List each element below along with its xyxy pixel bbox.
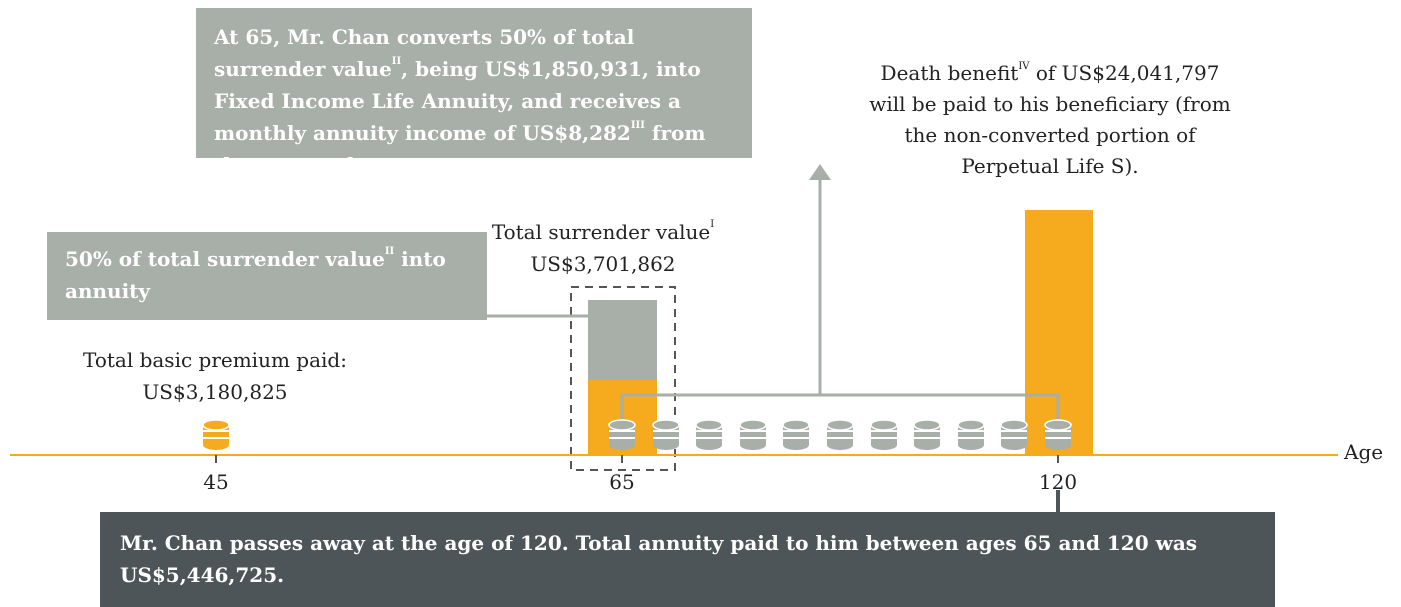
text-segment: , being US$1,850,931, into Fixed Income … — [214, 57, 701, 145]
conversion-note: At 65, Mr. Chan converts 50% of total su… — [196, 8, 752, 177]
surrender-annuity-part — [588, 300, 657, 380]
text-segment: from then onwards. — [214, 121, 706, 177]
highlight-frame — [570, 286, 676, 471]
footnote-mark: I — [710, 219, 715, 230]
premium-label-line: Total basic premium paid: — [83, 348, 347, 372]
footnote-mark: II — [391, 56, 402, 67]
surrender-value-label: Total surrender valueI US$3,701,862 — [478, 216, 728, 280]
tick-label: 45 — [203, 470, 229, 494]
footnote-mark: II — [384, 246, 395, 257]
text-segment: At 65, Mr. Chan converts 50% of total su… — [214, 25, 635, 81]
text-segment: 50% of total surrender value — [65, 247, 385, 271]
text-segment: of US$24,041,797 will be paid to his ben… — [869, 61, 1231, 178]
premium-label: Total basic premium paid: US$3,180,825 — [60, 344, 370, 408]
tick-label: 120 — [1038, 470, 1078, 494]
death-benefit-note: Death benefitIV of US$24,041,797 will be… — [860, 58, 1240, 182]
tick-label: 65 — [609, 470, 635, 494]
footnote-mark: IV — [1018, 61, 1030, 72]
arrow-head — [809, 164, 831, 180]
premium-label-line: US$3,180,825 — [142, 380, 288, 404]
axis-label: Age — [1344, 440, 1384, 464]
annuity-bracket — [620, 393, 1060, 422]
text-segment: Total surrender value — [491, 220, 711, 244]
annuity-portion-note: 50% of total surrender valueII into annu… — [47, 232, 487, 320]
text-segment: US$3,701,862 — [530, 252, 676, 276]
summary-note: Mr. Chan passes away at the age of 120. … — [100, 512, 1275, 607]
text-segment: Death benefit — [880, 61, 1019, 85]
text-segment: into annuity — [65, 247, 446, 303]
footnote-mark: III — [630, 120, 645, 131]
